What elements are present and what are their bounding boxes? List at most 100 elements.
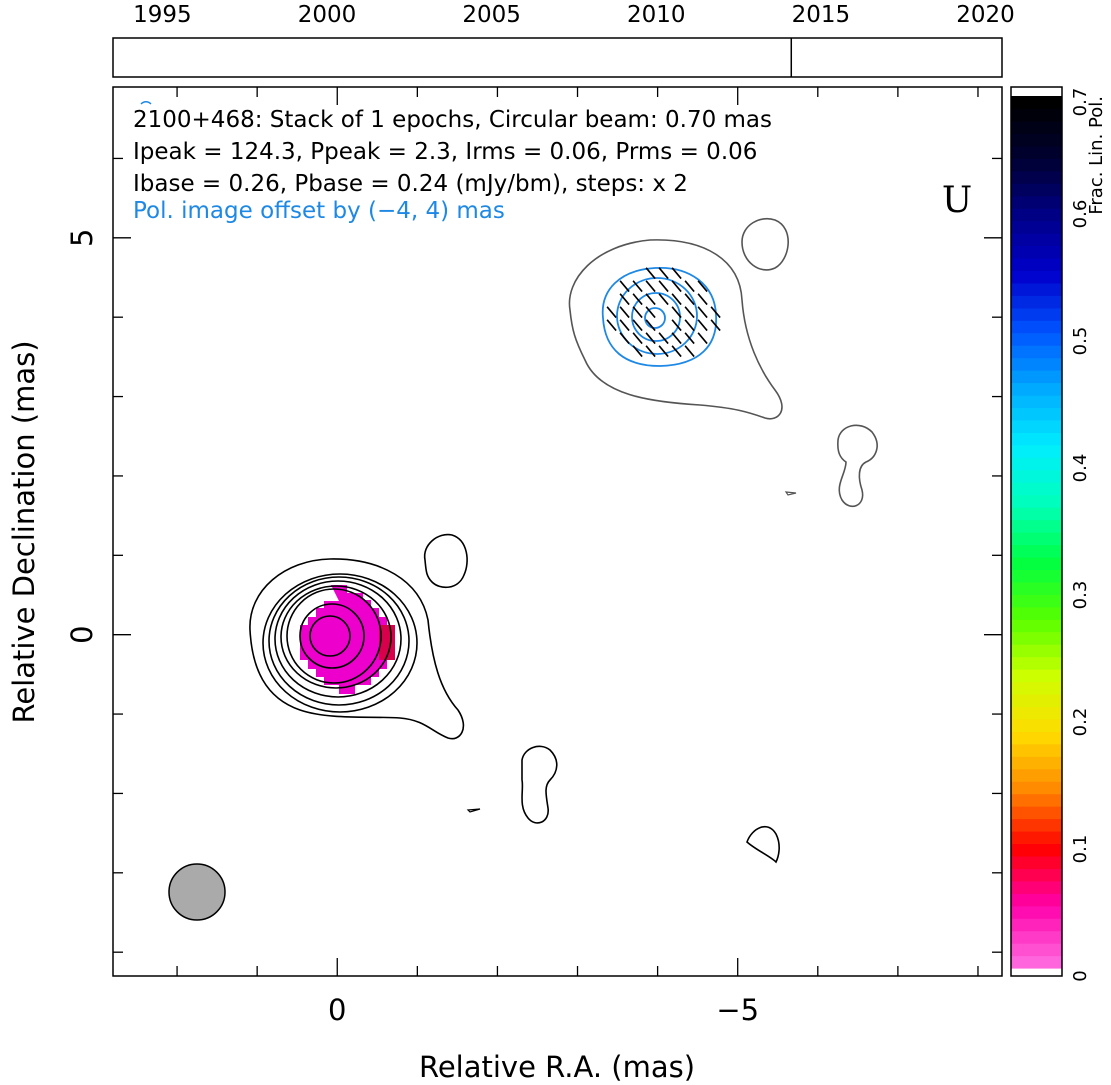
y-axis-label: Relative Declination (mas)	[7, 340, 41, 723]
pol-contour-3	[616, 277, 698, 355]
evpa-tick-31	[697, 319, 708, 332]
evpa-tick-30	[684, 319, 695, 332]
colorbar-label: Frac. Lin. Pol.	[1086, 96, 1107, 215]
colorbar-tick-label-1: 0.1	[1070, 835, 1091, 864]
colorbar-swatch-65	[1011, 145, 1062, 159]
time-tick-label-2010: 2010	[627, 2, 686, 28]
colorbar-tick-label-2: 0.2	[1070, 708, 1091, 737]
y-tick-label-0: 0	[65, 625, 99, 643]
colorbar-swatch-56	[1011, 257, 1062, 271]
colorbar-swatch-5	[1011, 893, 1062, 907]
time-tick-label-2020: 2020	[956, 2, 1015, 28]
core-contour-2	[299, 603, 365, 669]
knot-contour-c	[746, 825, 780, 864]
evpa-tick-37	[671, 332, 682, 345]
colorbar-swatch-51	[1011, 320, 1062, 334]
colorbar-swatch-36	[1011, 507, 1062, 521]
time-axis-tick-labels: 1995 2000 2005 2010 2015 2020	[133, 2, 1015, 28]
core-contour-1	[309, 615, 351, 657]
x-tick-label-1: −5	[716, 993, 759, 1027]
evpa-tick-24	[710, 306, 721, 319]
offset-knot-contour-f	[837, 424, 878, 508]
pol-contour-1	[644, 307, 666, 329]
time-axis-box	[112, 37, 1003, 78]
colorbar-swatch-66	[1011, 133, 1062, 147]
colorbar-swatch-11	[1011, 818, 1062, 832]
evpa-tick-13	[658, 293, 669, 306]
colorbar-swatch-62	[1011, 183, 1062, 197]
core-contour-5	[274, 580, 402, 698]
colorbar-swatch-24	[1011, 656, 1062, 670]
colorbar-tick-label-3: 0.3	[1070, 581, 1091, 610]
colorbar-swatch-19	[1011, 718, 1062, 732]
header-line-2: Ipeak = 124.3, Ppeak = 2.3, Irms = 0.06,…	[133, 139, 757, 165]
colorbar-swatch-30	[1011, 581, 1062, 595]
colorbar-swatch-2	[1011, 930, 1062, 944]
evpa-tick-15	[684, 293, 695, 306]
colorbar-swatch-4	[1011, 905, 1062, 919]
y-tick-label-1: 5	[65, 229, 99, 247]
contour-map: 0 −5 0 5	[65, 86, 1003, 1027]
colorbar-swatch-1	[1011, 943, 1062, 957]
colorbar-swatch-29	[1011, 594, 1062, 608]
time-tick-label-2005: 2005	[462, 2, 521, 28]
colorbar-swatch-13	[1011, 793, 1062, 807]
colorbar-swatch-34	[1011, 532, 1062, 546]
colorbar-swatch-53	[1011, 295, 1062, 309]
colorbar-swatches	[1011, 96, 1062, 969]
stokes-i-core-contours	[249, 533, 780, 864]
colorbar-swatch-37	[1011, 494, 1062, 508]
evpa-tick-36	[658, 332, 669, 345]
colorbar-swatch-31	[1011, 569, 1062, 583]
evpa-tick-27	[632, 319, 643, 332]
colorbar-tick-labels: 0 0.1 0.2 0.3 0.4 0.5 0.6 0.7	[1070, 88, 1091, 982]
colorbar-swatch-60	[1011, 208, 1062, 222]
colorbar-swatch-63	[1011, 170, 1062, 184]
pol-offset-note: Pol. image offset by (−4, 4) mas	[133, 198, 505, 224]
colorbar-swatch-32	[1011, 556, 1062, 570]
colorbar-swatch-6	[1011, 880, 1062, 894]
colorbar-swatch-59	[1011, 220, 1062, 234]
colorbar-swatch-27	[1011, 619, 1062, 633]
colorbar-swatch-3	[1011, 918, 1062, 932]
colorbar-swatch-47	[1011, 370, 1062, 384]
core-contour-3	[286, 588, 382, 684]
colorbar-swatch-17	[1011, 743, 1062, 757]
offset-knot-contour-e	[741, 218, 789, 271]
colorbar-swatch-48	[1011, 357, 1062, 371]
colorbar-swatch-39	[1011, 469, 1062, 483]
colorbar-swatch-35	[1011, 519, 1062, 533]
evpa-tick-39	[697, 332, 708, 345]
evpa-tick-42	[658, 345, 669, 358]
evpa-tick-32	[710, 319, 721, 332]
colorbar-swatch-58	[1011, 233, 1062, 247]
evpa-tick-10	[619, 293, 630, 306]
colorbar-swatch-49	[1011, 345, 1062, 359]
colorbar-swatch-9	[1011, 843, 1062, 857]
colorbar-swatch-41	[1011, 444, 1062, 458]
x-axis-label: Relative R.A. (mas)	[419, 1050, 695, 1084]
colorbar-swatch-21	[1011, 693, 1062, 707]
time-axis-strip: 1995 2000 2005 2010 2015 2020	[112, 2, 1015, 78]
plot-frame	[112, 86, 1003, 977]
band-label: U	[942, 180, 972, 221]
colorbar-swatch-54	[1011, 282, 1062, 296]
offset-knot-contour-g	[784, 491, 797, 496]
knot-contour-a	[423, 533, 468, 589]
axis-tick-labels: 0 −5 0 5	[65, 229, 759, 1027]
header-line-1: 2100+468: Stack of 1 epochs, Circular be…	[133, 107, 772, 133]
colorbar-swatch-57	[1011, 245, 1062, 259]
colorbar-frame	[1010, 86, 1063, 977]
evpa-tick-44	[684, 345, 695, 358]
evpa-tick-8	[684, 280, 695, 293]
colorbar-tick-label-5: 0.5	[1070, 327, 1091, 356]
evpa-tick-33	[619, 332, 630, 345]
colorbar-swatch-7	[1011, 868, 1062, 882]
colorbar-tick-label-0: 0	[1070, 970, 1091, 981]
colorbar-swatch-46	[1011, 382, 1062, 396]
evpa-ticks	[606, 267, 721, 358]
evpa-tick-7	[671, 280, 682, 293]
header-line-3: Ibase = 0.26, Pbase = 0.24 (mJy/bm), ste…	[133, 171, 688, 197]
knot-contour-b	[521, 745, 558, 824]
